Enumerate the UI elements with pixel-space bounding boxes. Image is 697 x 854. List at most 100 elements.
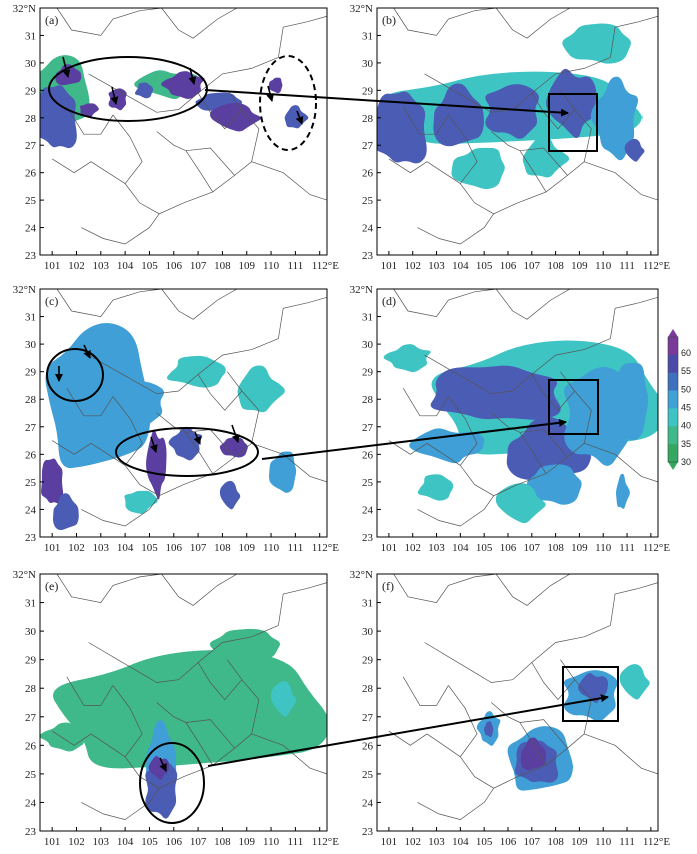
- lat-tick-label: 28: [25, 113, 37, 125]
- lat-tick-label: 30: [362, 339, 374, 351]
- lon-tick-label: 103: [428, 836, 445, 848]
- lat-tick-label: 28: [25, 394, 37, 406]
- lat-tick-label: 29: [362, 367, 374, 379]
- radar-echo-field: [377, 23, 646, 190]
- lat-tick-label: 31: [25, 598, 36, 610]
- panel-frame: [39, 288, 328, 538]
- province-borders: [388, 8, 658, 245]
- lon-tick-label: 107: [524, 260, 541, 272]
- lat-tick-label: 26: [362, 449, 374, 461]
- map-panel-a: 32°N 31 30 29 28 27 26 25 24 23 101 102 103 104 105 106…: [13, 3, 340, 272]
- lon-tick-label: 103: [428, 542, 445, 554]
- echo-cell: [546, 68, 597, 139]
- echo-cell: [495, 483, 549, 524]
- lat-tick-label: 29: [362, 85, 374, 97]
- lon-tick-label: 108: [214, 542, 231, 554]
- echo-cell: [45, 322, 152, 469]
- radar-echo-field: [40, 628, 327, 819]
- lon-tick-label: 109: [571, 836, 588, 848]
- echo-cell: [210, 102, 264, 132]
- echo-cell: [209, 628, 282, 661]
- lat-tick-label: 31: [25, 312, 36, 324]
- lat-tick-label: 28: [362, 683, 374, 695]
- lat-tick-label: 32°N: [13, 3, 36, 15]
- lon-tick-label: 103: [93, 542, 110, 554]
- colorbar-tick-label: 40: [681, 421, 691, 431]
- echo-cell: [168, 426, 203, 461]
- panel-frame: [39, 7, 328, 256]
- echo-cell: [268, 451, 297, 493]
- lat-tick-label: 30: [362, 626, 374, 638]
- lat-tick-label: 24: [25, 504, 37, 516]
- pointer-arrow: [295, 110, 304, 125]
- panel-label: (c): [45, 294, 58, 308]
- lon-tick-label: 106: [166, 836, 183, 848]
- lat-tick-label: 25: [362, 769, 374, 781]
- radar-echo-field: [383, 340, 658, 524]
- lat-tick-label: 29: [25, 367, 37, 379]
- lon-tick-label: 110: [263, 542, 280, 554]
- lon-tick-label: 111: [619, 260, 635, 272]
- lat-tick-label: 31: [25, 30, 36, 42]
- lat-tick-label: 27: [25, 140, 37, 152]
- lat-tick-label: 25: [25, 769, 37, 781]
- lon-tick-label: 104: [117, 260, 134, 272]
- echo-cell: [624, 138, 646, 162]
- echo-cell: [148, 755, 169, 780]
- echo-cell: [219, 480, 242, 510]
- echo-cell: [109, 381, 165, 426]
- lon-tick-label: 101: [44, 836, 61, 848]
- lon-tick-label: 104: [452, 260, 469, 272]
- echo-cell: [40, 85, 77, 149]
- echo-cell: [377, 91, 427, 164]
- map-panel-d: 32°N 31 30 29 28 27 26 25 24 23 101 102 103 104 105 106…: [350, 284, 671, 554]
- lon-tick-label: 109: [571, 542, 588, 554]
- echo-cell: [619, 664, 652, 700]
- lon-tick-label: 109: [238, 542, 255, 554]
- lon-tick-label: 102: [68, 836, 85, 848]
- lat-tick-label: 29: [25, 655, 37, 667]
- pointer-arrow: [149, 436, 158, 453]
- colorbar-tick-label: 60: [681, 348, 691, 358]
- lat-tick-label: 25: [362, 195, 374, 207]
- lon-tick-label: 101: [44, 260, 61, 272]
- echo-cell: [526, 464, 583, 505]
- lon-tick-label: 110: [595, 260, 612, 272]
- highlight-ellipse: [115, 427, 259, 477]
- echo-cell: [383, 344, 431, 373]
- lat-tick-label: 26: [25, 449, 37, 461]
- map-panel-e: 32°N 31 30 29 28 27 26 25 24 23 101 102 103 104 105 106…: [13, 569, 340, 848]
- lat-tick-label: 23: [362, 826, 374, 838]
- lat-tick-label: 29: [362, 655, 374, 667]
- lat-tick-label: 32°N: [350, 284, 373, 296]
- echo-cell: [270, 681, 298, 717]
- echo-cell: [145, 761, 178, 819]
- lon-tick-label: 106: [500, 836, 517, 848]
- map-panel-b: 32°N 31 30 29 28 27 26 25 24 23 101 102 103 104 105 106…: [350, 3, 671, 272]
- pointer-arrow: [193, 431, 201, 445]
- panel-label: (e): [45, 579, 58, 593]
- lat-tick-label: 24: [25, 797, 37, 809]
- lat-tick-label: 28: [362, 394, 374, 406]
- highlight-ellipse: [46, 348, 104, 402]
- echo-cell: [562, 23, 633, 64]
- panel-frame: [376, 7, 659, 256]
- lon-tick-label: 107: [190, 542, 207, 554]
- pointer-arrow: [62, 56, 71, 78]
- lat-tick-label: 23: [362, 532, 374, 544]
- lon-tick-label: 107: [190, 836, 207, 848]
- lat-tick-label: 26: [362, 740, 374, 752]
- echo-cell: [433, 83, 485, 147]
- echo-cell: [485, 84, 539, 139]
- province-borders: [388, 289, 658, 527]
- focus-box: [548, 93, 598, 152]
- colorbar: 60 55 50 45 40 35 30: [667, 329, 691, 470]
- highlight-ellipse: [48, 56, 208, 122]
- lon-tick-label: 109: [238, 260, 255, 272]
- lon-tick-label: 111: [288, 836, 304, 848]
- echo-cell: [134, 82, 154, 99]
- lat-tick-label: 27: [362, 422, 374, 434]
- lon-tick-label: 105: [476, 836, 493, 848]
- lat-tick-label: 27: [362, 712, 374, 724]
- lon-tick-label: 102: [404, 542, 421, 554]
